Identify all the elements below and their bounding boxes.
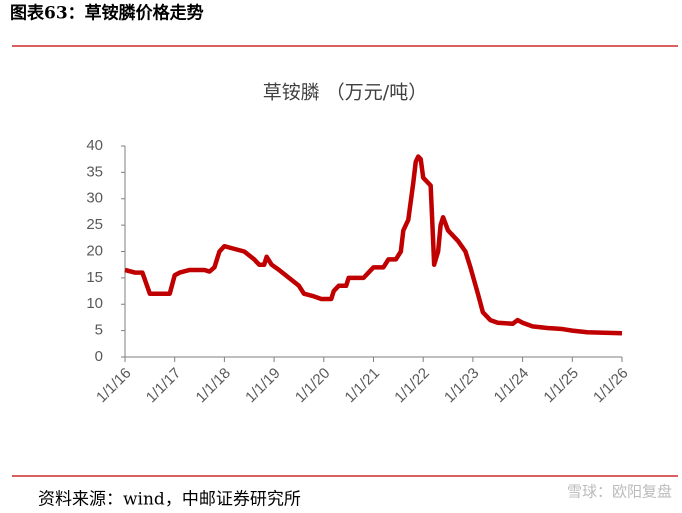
y-tick-label: 35 xyxy=(86,163,103,180)
y-tick-label: 5 xyxy=(95,322,103,339)
y-tick-label: 10 xyxy=(86,295,103,312)
price-line xyxy=(124,154,623,336)
x-tick-label: 1/1/18 xyxy=(193,365,235,407)
x-tick-label: 1/1/23 xyxy=(441,365,483,407)
x-tick-label: 1/1/22 xyxy=(391,365,433,407)
y-tick-label: 0 xyxy=(95,348,103,365)
x-tick-label: 1/1/24 xyxy=(491,365,533,407)
y-tick-label: 30 xyxy=(86,190,103,207)
watermark: 雪球：欧阳复盘 xyxy=(567,483,672,501)
x-tick-label: 1/1/19 xyxy=(242,365,284,407)
source-note: 资料来源：wind，中邮证券研究所 xyxy=(38,490,301,510)
chart-title: 草铵膦 （万元/吨） xyxy=(263,82,427,104)
x-tick-label: 1/1/25 xyxy=(540,365,582,407)
x-tick-label: 1/1/16 xyxy=(93,365,135,407)
y-tick-label: 25 xyxy=(86,216,103,233)
x-tick-label: 1/1/21 xyxy=(342,365,384,407)
x-tick-label: 1/1/17 xyxy=(143,365,185,407)
x-tick-label: 1/1/26 xyxy=(590,365,632,407)
y-tick-label: 15 xyxy=(86,269,103,286)
x-tick-label: 1/1/20 xyxy=(292,365,334,407)
figure-title: 图表63：草铵膦价格走势 xyxy=(10,3,204,24)
y-tick-label: 20 xyxy=(86,242,103,259)
y-tick-label: 40 xyxy=(86,137,103,154)
